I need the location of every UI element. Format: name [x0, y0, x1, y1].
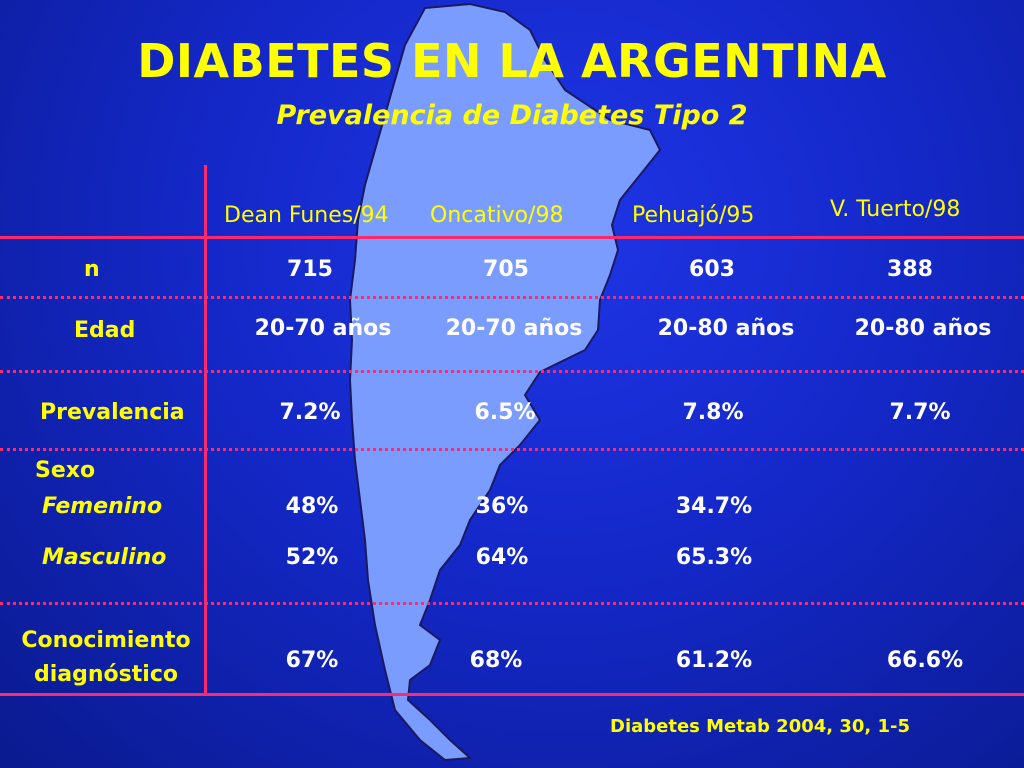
cell-n-oncativo: 705	[483, 257, 529, 282]
row-divider	[0, 370, 1024, 373]
row-label-sexo: Sexo	[35, 458, 96, 483]
cell-conocimiento-pehuajo: 61.2%	[675, 648, 753, 673]
row-label-femenino: Femenino	[42, 494, 163, 519]
cell-prevalencia-oncativo: 6.5%	[474, 400, 536, 425]
row-label-diagnostico: diagnóstico	[34, 662, 178, 687]
table-vertical-divider	[204, 165, 207, 695]
cell-n-dean-funes: 715	[287, 257, 333, 282]
cell-conocimiento-dean-funes: 67%	[285, 648, 339, 673]
cell-femenino-dean-funes: 48%	[285, 494, 339, 519]
cell-edad-v-tuerto: 20-80 años	[854, 316, 992, 341]
row-label-masculino: Masculino	[42, 545, 167, 570]
cell-masculino-oncativo: 64%	[475, 545, 529, 570]
source-citation: Diabetes Metab 2004, 30, 1-5	[610, 716, 911, 737]
cell-femenino-oncativo: 36%	[475, 494, 529, 519]
cell-conocimiento-oncativo: 68%	[469, 648, 523, 673]
cell-edad-pehuajo: 20-80 años	[657, 316, 795, 341]
column-header-oncativo: Oncativo/98	[430, 203, 564, 228]
cell-prevalencia-pehuajo: 7.8%	[682, 400, 744, 425]
cell-n-pehuajo: 603	[689, 257, 735, 282]
cell-masculino-pehuajo: 65.3%	[675, 545, 753, 570]
cell-edad-dean-funes: 20-70 años	[254, 316, 392, 341]
row-divider	[0, 602, 1024, 605]
row-divider	[0, 448, 1024, 451]
cell-femenino-pehuajo: 34.7%	[675, 494, 753, 519]
cell-prevalencia-v-tuerto: 7.7%	[889, 400, 951, 425]
column-header-pehuajo: Pehuajó/95	[632, 203, 755, 228]
cell-masculino-dean-funes: 52%	[285, 545, 339, 570]
cell-conocimiento-v-tuerto: 66.6%	[886, 648, 964, 673]
row-label-edad: Edad	[74, 318, 136, 343]
row-label-conocimiento: Conocimiento	[21, 628, 191, 653]
cell-prevalencia-dean-funes: 7.2%	[279, 400, 341, 425]
column-header-v-tuerto: V. Tuerto/98	[830, 197, 961, 222]
row-label-n: n	[84, 257, 100, 282]
row-label-prevalencia: Prevalencia	[40, 400, 185, 425]
page-subtitle: Prevalencia de Diabetes Tipo 2	[276, 100, 748, 131]
cell-edad-oncativo: 20-70 años	[445, 316, 583, 341]
column-header-dean-funes: Dean Funes/94	[224, 203, 389, 228]
page-title: DIABETES EN LA ARGENTINA	[137, 34, 887, 88]
table-bottom-divider	[0, 693, 1024, 696]
cell-n-v-tuerto: 388	[887, 257, 933, 282]
row-divider	[0, 296, 1024, 299]
table-header-divider	[0, 236, 1024, 239]
